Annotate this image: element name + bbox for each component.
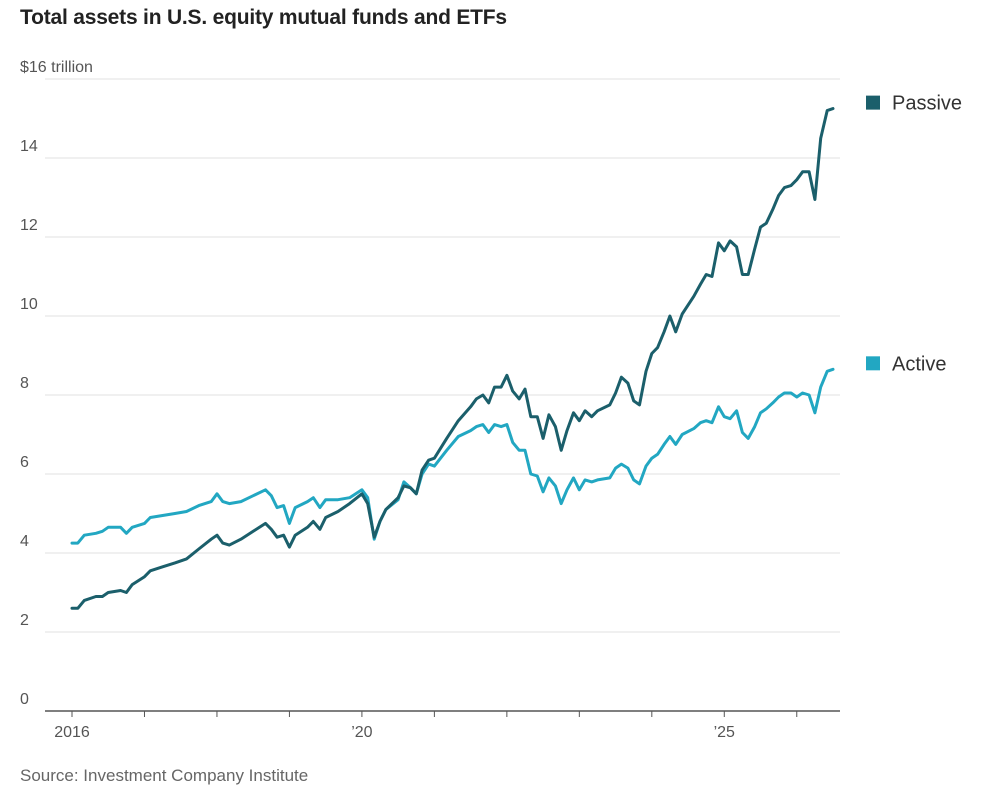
legend-label-passive: Passive (892, 93, 962, 115)
x-tick-label-’25: ’25 (714, 724, 735, 741)
x-axis (45, 710, 840, 717)
y-axis-labels: 0 2 4 6 8 10 12 14 $16 trillion (20, 59, 93, 708)
y-tick-label-6: 6 (20, 454, 29, 471)
x-axis-labels: 2016 ’20 ’25 (54, 724, 735, 741)
legend-label-active: Active (892, 353, 946, 375)
series-line-active (70, 367, 835, 545)
y-tick-label-14: 14 (20, 138, 38, 155)
legend-swatch-active (866, 356, 880, 371)
legend: Passive Active (866, 93, 962, 375)
series-lines (70, 107, 835, 610)
y-tick-label-8: 8 (20, 375, 29, 392)
y-tick-label-2: 2 (20, 612, 29, 629)
x-tick-label-’20: ’20 (351, 724, 372, 741)
y-tick-label-12: 12 (20, 217, 38, 234)
y-tick-label-10: 10 (20, 296, 38, 313)
legend-swatch-passive (866, 95, 880, 110)
y-tick-label-0: 0 (20, 691, 29, 708)
y-tick-label-4: 4 (20, 533, 29, 550)
chart-title: Total assets in U.S. equity mutual funds… (20, 6, 507, 29)
x-tick-label-2016: 2016 (54, 724, 90, 741)
series-line-passive (70, 107, 835, 610)
source-note: Source: Investment Company Institute (20, 766, 309, 785)
gridlines (45, 78, 840, 633)
y-tick-label-16: $16 trillion (20, 59, 93, 76)
